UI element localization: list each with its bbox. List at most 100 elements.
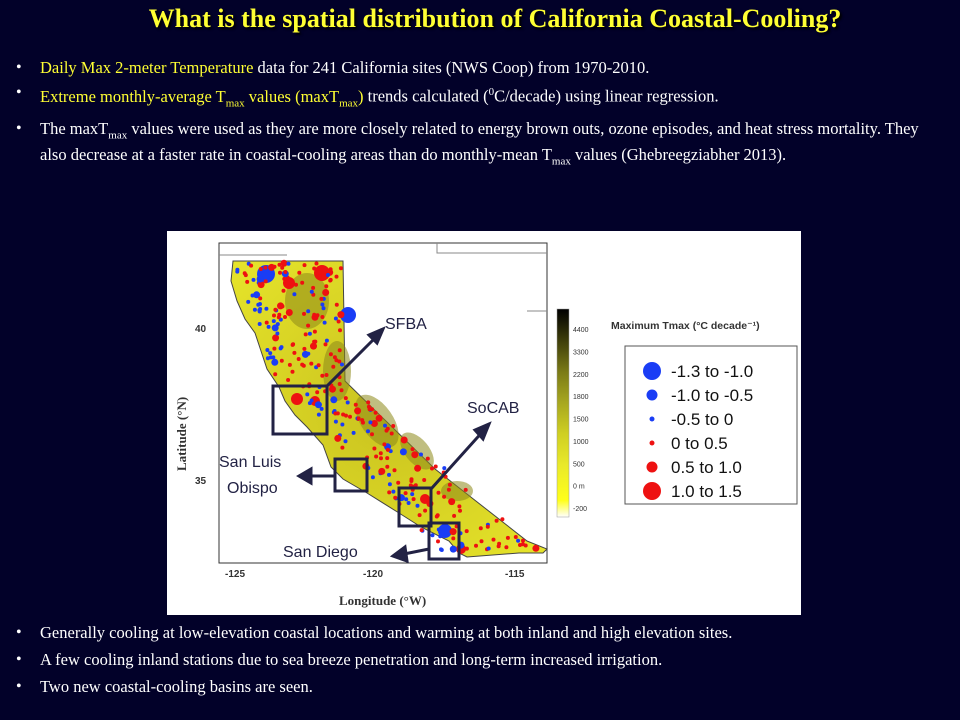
station-marker	[334, 274, 339, 279]
bullet-highlight-part: values (maxT	[244, 86, 340, 106]
station-marker	[447, 482, 452, 487]
station-marker	[257, 322, 262, 326]
station-marker	[291, 393, 303, 405]
station-marker	[271, 358, 279, 366]
station-marker	[413, 483, 418, 488]
station-marker	[486, 546, 491, 551]
station-marker	[312, 312, 317, 317]
bullet-rationale: • The maxTmax values were used as they a…	[16, 119, 946, 172]
legend-marker	[649, 440, 655, 446]
station-marker	[303, 332, 308, 337]
station-marker	[532, 544, 540, 552]
region-arrows	[296, 326, 492, 564]
station-marker	[306, 351, 311, 356]
station-marker	[383, 423, 387, 428]
station-marker	[317, 274, 322, 279]
station-marker	[523, 543, 528, 548]
station-marker	[336, 319, 341, 324]
ytick-40: 40	[195, 324, 207, 335]
legend-title: Maximum Tmax (°C decade⁻¹)	[611, 320, 760, 332]
station-marker	[411, 497, 416, 502]
station-marker	[354, 407, 362, 415]
station-marker	[340, 445, 345, 450]
bullet-dot: •	[16, 651, 22, 668]
station-marker	[320, 302, 325, 307]
station-marker	[436, 527, 441, 532]
station-marker	[264, 306, 269, 311]
station-marker	[375, 414, 383, 422]
station-marker	[292, 350, 297, 355]
station-marker	[494, 518, 499, 523]
station-marker	[330, 396, 338, 404]
colorbar-tick-label: 4400	[573, 327, 589, 334]
bullet-text: Two new coastal-cooling basins are seen.	[40, 677, 313, 696]
colorbar-tick-label: 1000	[573, 439, 589, 446]
colorbar-tick-label: 500	[573, 461, 585, 468]
top-bullet-list: • Daily Max 2-meter Temperature data for…	[16, 58, 946, 177]
station-marker	[334, 434, 342, 442]
colorbar-tick-label: 3300	[573, 349, 589, 356]
bullet-data-source: • Daily Max 2-meter Temperature data for…	[16, 58, 946, 77]
station-marker	[333, 411, 338, 416]
station-marker	[311, 292, 316, 297]
station-marker	[406, 501, 411, 505]
colorbar-tick-label: 1500	[573, 417, 589, 424]
station-marker	[277, 302, 284, 310]
station-marker	[404, 497, 409, 502]
station-marker	[326, 273, 330, 277]
station-marker	[297, 270, 302, 275]
station-marker	[296, 357, 301, 361]
station-marker	[275, 322, 280, 327]
station-marker	[292, 292, 297, 297]
bullet-text: data for 241 California sites (NWS Coop)…	[253, 58, 650, 77]
station-marker	[321, 306, 326, 311]
station-marker	[414, 464, 422, 472]
station-marker	[343, 439, 348, 444]
station-marker	[271, 319, 276, 324]
bullet-dot: •	[16, 59, 22, 76]
station-marker	[290, 342, 295, 347]
station-marker	[387, 482, 392, 487]
station-marker	[278, 270, 282, 275]
station-marker	[266, 324, 271, 329]
station-marker	[338, 328, 342, 333]
station-marker	[439, 548, 444, 552]
station-marker	[500, 517, 505, 522]
bullet-conclusion-1: • Generally cooling at low-elevation coa…	[16, 623, 946, 643]
station-marker	[322, 320, 327, 325]
station-marker	[251, 277, 256, 282]
colorbar-ticks: 4400 3300 2200 1800 1500 1000 500 0 m -200	[573, 327, 589, 513]
colorbar-tick-label: -200	[573, 506, 587, 513]
label-sfba: SFBA	[385, 316, 427, 333]
station-marker	[415, 503, 420, 508]
station-marker	[294, 282, 298, 287]
station-marker	[279, 358, 284, 363]
station-marker	[451, 536, 456, 541]
legend-marker	[649, 416, 655, 422]
california-trend-map-figure: SFBA SoCAB San Luis Obispo San Diego 40 …	[167, 231, 801, 615]
station-marker	[479, 539, 484, 544]
station-marker	[474, 543, 478, 548]
legend-label: 1.0 to 1.5	[671, 482, 742, 501]
state-outline	[219, 243, 547, 312]
station-marker	[393, 495, 398, 500]
station-marker	[257, 309, 262, 314]
subscript: max	[108, 129, 128, 142]
station-marker	[464, 546, 469, 551]
region-box-sd	[427, 521, 461, 561]
station-marker	[307, 401, 312, 406]
station-marker	[449, 528, 457, 536]
station-marker	[385, 464, 390, 469]
region-box-sfba	[271, 384, 329, 436]
subscript: max	[339, 96, 359, 109]
station-marker	[366, 429, 370, 434]
station-marker	[337, 348, 342, 353]
station-marker	[315, 390, 320, 395]
station-marker	[337, 382, 342, 386]
station-marker	[430, 533, 435, 538]
station-marker	[425, 456, 430, 461]
station-marker	[396, 480, 401, 485]
station-marker	[264, 320, 269, 325]
station-marker	[389, 431, 394, 436]
station-marker	[337, 359, 342, 364]
